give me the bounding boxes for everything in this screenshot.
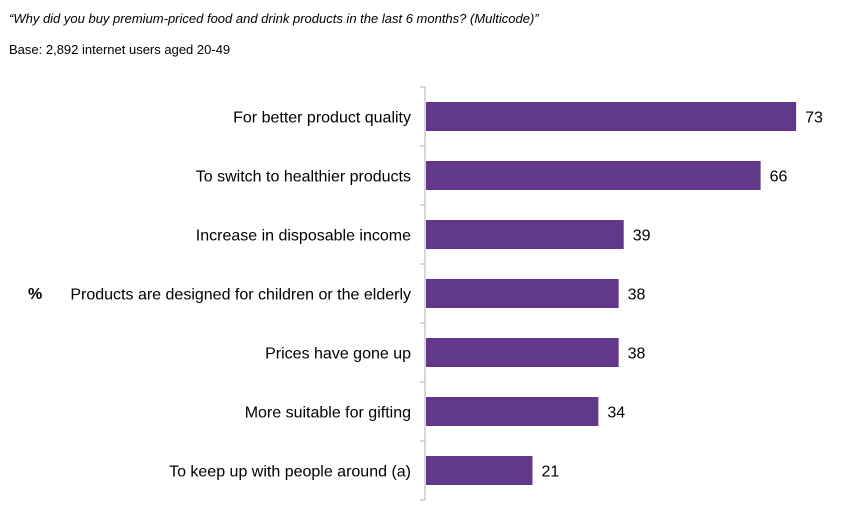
data-label: 34 [607, 405, 625, 422]
unit-label: % [28, 286, 43, 303]
data-label: 66 [770, 169, 788, 186]
category-label: Increase in disposable income [196, 228, 411, 245]
category-label: For better product quality [233, 110, 411, 127]
bar [426, 279, 619, 308]
data-label: 38 [628, 287, 646, 304]
bar [426, 397, 599, 426]
category-label: To switch to healthier products [196, 169, 411, 186]
bar [426, 161, 761, 190]
bar [426, 102, 797, 131]
category-label: Prices have gone up [265, 346, 411, 363]
category-label: Products are designed for children or th… [70, 287, 411, 304]
category-label: To keep up with people around (a) [169, 464, 411, 481]
data-label: 21 [541, 464, 559, 481]
data-label: 73 [805, 110, 823, 127]
category-label: More suitable for gifting [245, 405, 411, 422]
survey-question: “Why did you buy premium-priced food and… [9, 11, 539, 26]
bar [426, 220, 624, 249]
data-label: 38 [628, 346, 646, 363]
bar [426, 338, 619, 367]
data-label: 39 [633, 228, 651, 245]
bar [426, 456, 533, 485]
base-note: Base: 2,892 internet users aged 20-49 [9, 42, 231, 57]
